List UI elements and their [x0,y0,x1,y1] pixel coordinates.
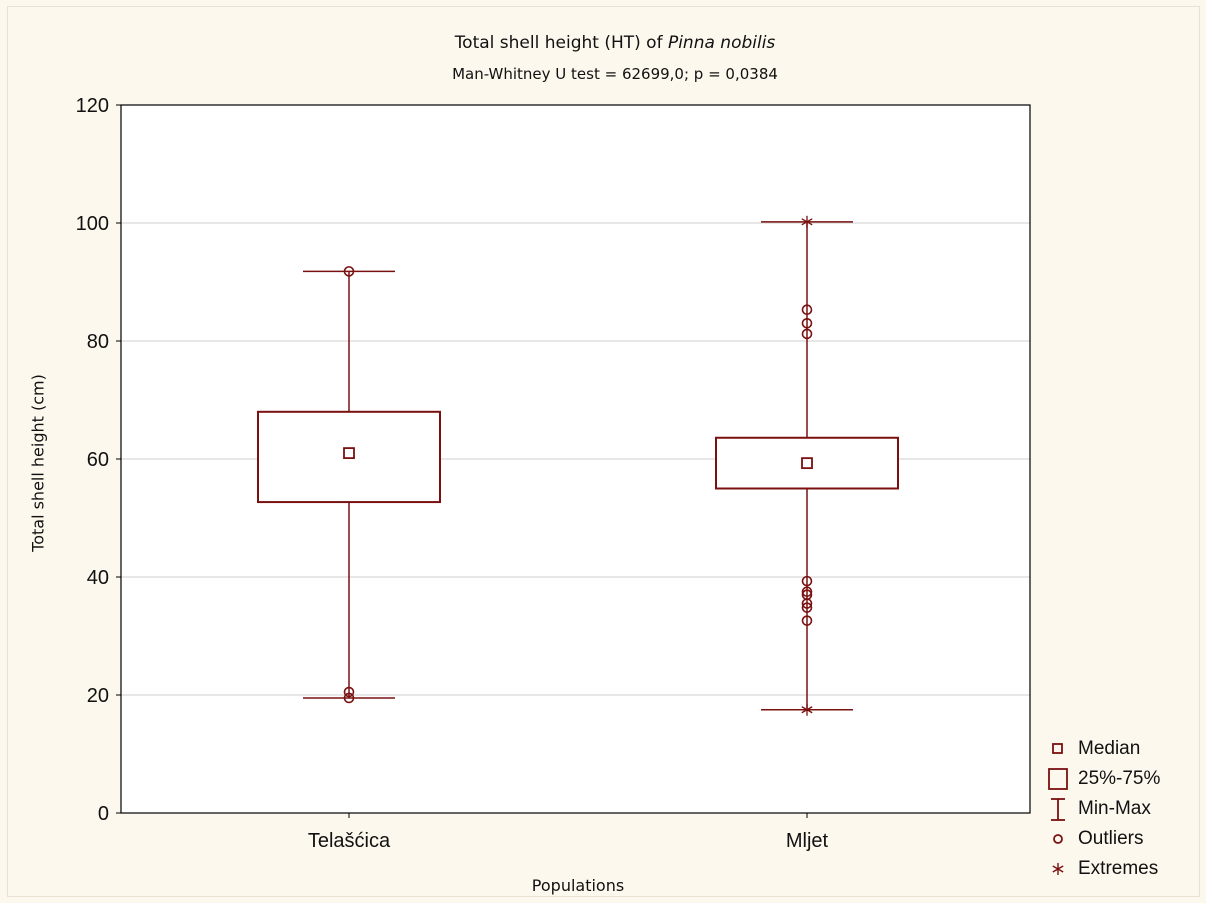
y-tick-label: 60 [87,449,109,471]
chart-subtitle: Man-Whitney U test = 62699,0; p = 0,0384 [452,65,778,83]
legend-item-extremes: Extremes [1046,854,1160,884]
outlier-point [343,692,355,704]
outlier-circle-icon [1053,834,1063,844]
y-tick-label: 80 [87,331,109,353]
x-tick-label: Telašćica [308,830,391,852]
y-tick-label: 20 [87,685,109,707]
extreme-asterisk-icon [1052,863,1064,875]
outlier-point [801,328,813,340]
outlier-point [801,615,813,626]
extreme-point [801,215,813,228]
legend-item-median: Median [1046,734,1160,764]
median-marker [801,457,813,470]
legend-label-median: Median [1078,738,1141,759]
outlier-point [801,602,813,613]
outlier-point [343,686,355,698]
outlier-point [801,598,813,609]
plot-frame [120,104,1031,814]
median-marker [343,447,355,460]
chart-title: Total shell height (HT) of Pinna nobilis [0,33,1206,53]
legend-item-quartiles: 25%-75% [1046,764,1160,794]
legend-label-minmax: Min-Max [1078,798,1151,819]
box-icon [1048,768,1068,790]
legend-label-outliers: Outliers [1078,828,1144,849]
outlier-point [801,304,813,316]
y-tick-label: 0 [98,803,109,825]
outlier-point [343,266,355,277]
legend-item-outliers: Outliers [1046,824,1160,854]
whisker-icon [1051,798,1065,821]
y-tick-label: 120 [76,95,109,117]
legend-item-minmax: Min-Max [1046,794,1160,824]
outlier-point [801,317,813,329]
quartile-box [257,410,441,504]
x-axis-label: Populations [531,876,625,895]
legend-label-quartiles: 25%-75% [1078,768,1161,789]
x-tick-label: Mljet [786,830,829,852]
quartile-box [715,436,899,490]
outlier-point [801,586,813,598]
y-tick-label: 40 [87,567,109,589]
extreme-point [801,703,813,716]
median-marker-icon [1052,743,1063,754]
outlier-point [801,575,813,587]
legend-label-extremes: Extremes [1078,858,1159,879]
chart-title-prefix: Total shell height (HT) of [454,33,668,53]
legend: Median 25%-75% Min-Max Outliers Extremes [1046,734,1160,884]
chart-title-species: Pinna nobilis [667,33,776,53]
y-tick-label: 100 [76,213,109,235]
chart-frame [7,6,1200,897]
